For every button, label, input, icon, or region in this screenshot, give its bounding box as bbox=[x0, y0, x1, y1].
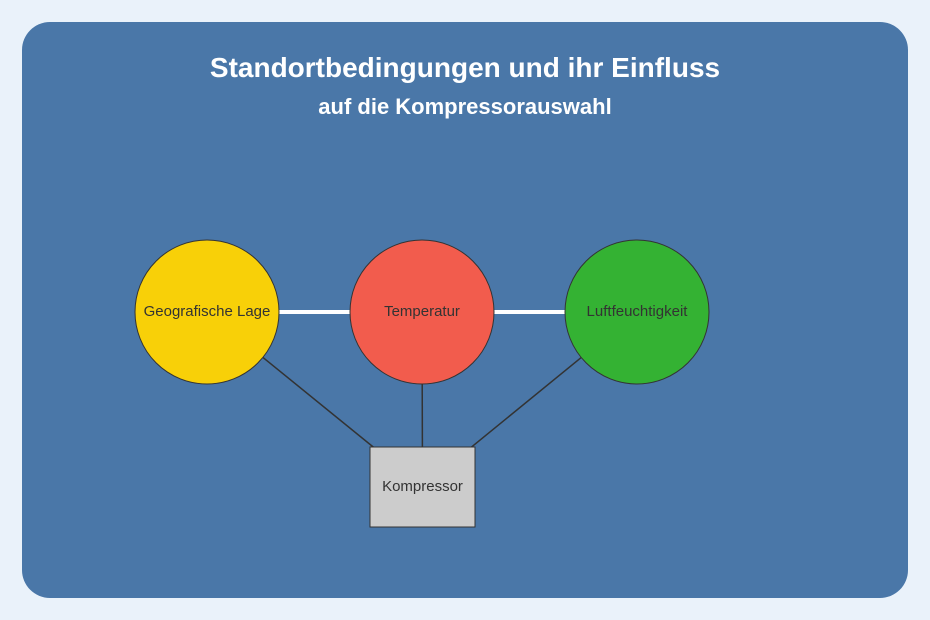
node-label-humidity: Luftfeuchtigkeit bbox=[587, 303, 689, 320]
network-diagram: Geografische Lage Temperatur Luftfeuchtigk… bbox=[22, 22, 908, 598]
diagram-card: Standortbedingungen und ihr Einfluss auf… bbox=[22, 22, 908, 598]
node-label-geo: Geografische Lage bbox=[144, 303, 271, 320]
node-label-temp: Temperatur bbox=[384, 303, 460, 320]
node-label-compressor: Kompressor bbox=[382, 478, 463, 495]
